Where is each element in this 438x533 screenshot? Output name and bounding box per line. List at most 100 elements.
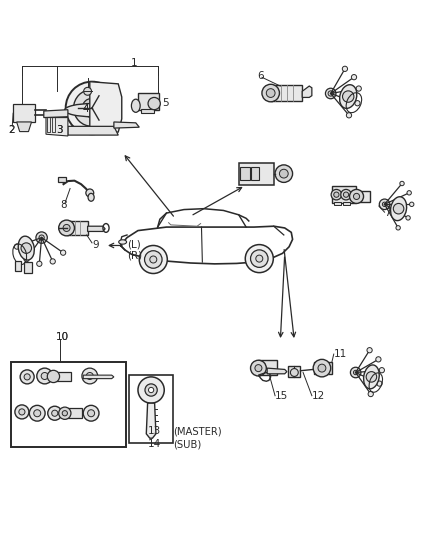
Bar (271, 85, 302, 101)
Circle shape (41, 373, 48, 379)
Circle shape (47, 370, 60, 383)
Bar (357, 191, 370, 201)
Text: 3: 3 (56, 125, 63, 135)
Text: 3: 3 (56, 125, 63, 135)
Circle shape (382, 202, 387, 206)
Text: 14: 14 (148, 439, 161, 449)
Circle shape (148, 98, 160, 110)
Circle shape (145, 251, 162, 268)
Circle shape (368, 391, 373, 397)
Circle shape (15, 405, 29, 419)
Circle shape (24, 256, 29, 262)
Circle shape (343, 192, 349, 197)
Circle shape (255, 365, 262, 372)
Polygon shape (302, 86, 312, 98)
Polygon shape (88, 226, 105, 231)
Bar (141, 109, 154, 113)
Bar (239, 163, 274, 185)
Ellipse shape (364, 365, 379, 389)
Bar (334, 201, 341, 205)
Circle shape (138, 377, 164, 403)
Circle shape (29, 405, 45, 421)
Bar (67, 221, 88, 235)
Circle shape (396, 225, 400, 230)
Polygon shape (68, 126, 118, 135)
Text: 12: 12 (312, 391, 325, 401)
Circle shape (366, 372, 377, 382)
Circle shape (66, 82, 118, 134)
Text: 10: 10 (56, 332, 69, 342)
Circle shape (343, 66, 348, 71)
Circle shape (82, 98, 102, 118)
Circle shape (367, 348, 372, 353)
Bar (138, 93, 159, 110)
Circle shape (318, 364, 326, 372)
Circle shape (148, 387, 154, 393)
Circle shape (21, 243, 32, 253)
Ellipse shape (131, 99, 140, 112)
Circle shape (48, 406, 62, 420)
Polygon shape (83, 375, 114, 378)
Circle shape (84, 87, 92, 95)
Circle shape (59, 407, 71, 419)
Ellipse shape (64, 103, 119, 117)
Polygon shape (44, 110, 68, 118)
Text: 5: 5 (162, 98, 169, 108)
Bar (58, 177, 66, 182)
Text: 13: 13 (148, 426, 161, 436)
Polygon shape (90, 82, 122, 134)
Bar (240, 167, 250, 180)
Bar (332, 187, 356, 203)
Circle shape (50, 259, 55, 264)
Circle shape (245, 245, 273, 273)
Circle shape (74, 90, 110, 126)
Circle shape (377, 381, 382, 386)
Circle shape (407, 191, 411, 195)
Polygon shape (146, 403, 156, 438)
Circle shape (256, 255, 263, 262)
Text: 4: 4 (82, 104, 89, 114)
Bar (343, 201, 350, 205)
Circle shape (14, 244, 20, 249)
Circle shape (251, 250, 268, 268)
Circle shape (328, 91, 333, 96)
Circle shape (410, 202, 414, 206)
Circle shape (275, 165, 293, 182)
Bar (251, 167, 259, 180)
Circle shape (325, 88, 336, 99)
Ellipse shape (339, 85, 357, 108)
Bar (314, 362, 332, 374)
Text: 2: 2 (8, 125, 14, 135)
Polygon shape (114, 122, 139, 128)
Text: (L): (L) (127, 240, 141, 249)
Polygon shape (46, 118, 68, 136)
Circle shape (37, 261, 42, 266)
Circle shape (59, 220, 74, 236)
Circle shape (262, 84, 279, 102)
Circle shape (353, 370, 358, 375)
Circle shape (341, 189, 351, 200)
Bar (258, 360, 277, 375)
Polygon shape (17, 122, 32, 132)
Circle shape (351, 75, 357, 80)
Text: 8: 8 (60, 200, 67, 210)
Circle shape (331, 189, 342, 200)
Circle shape (86, 189, 94, 197)
Circle shape (139, 246, 167, 273)
Circle shape (36, 232, 47, 243)
Circle shape (145, 384, 157, 396)
Bar (288, 366, 300, 377)
Circle shape (334, 192, 339, 197)
Bar (24, 262, 32, 273)
Text: 11: 11 (334, 349, 347, 359)
Ellipse shape (391, 197, 406, 221)
Circle shape (350, 189, 364, 204)
Circle shape (313, 359, 331, 377)
Bar (129, 375, 173, 442)
Circle shape (82, 368, 98, 384)
Circle shape (355, 101, 360, 106)
Circle shape (343, 91, 354, 102)
Polygon shape (267, 368, 287, 374)
Circle shape (346, 112, 352, 118)
Ellipse shape (119, 240, 127, 244)
